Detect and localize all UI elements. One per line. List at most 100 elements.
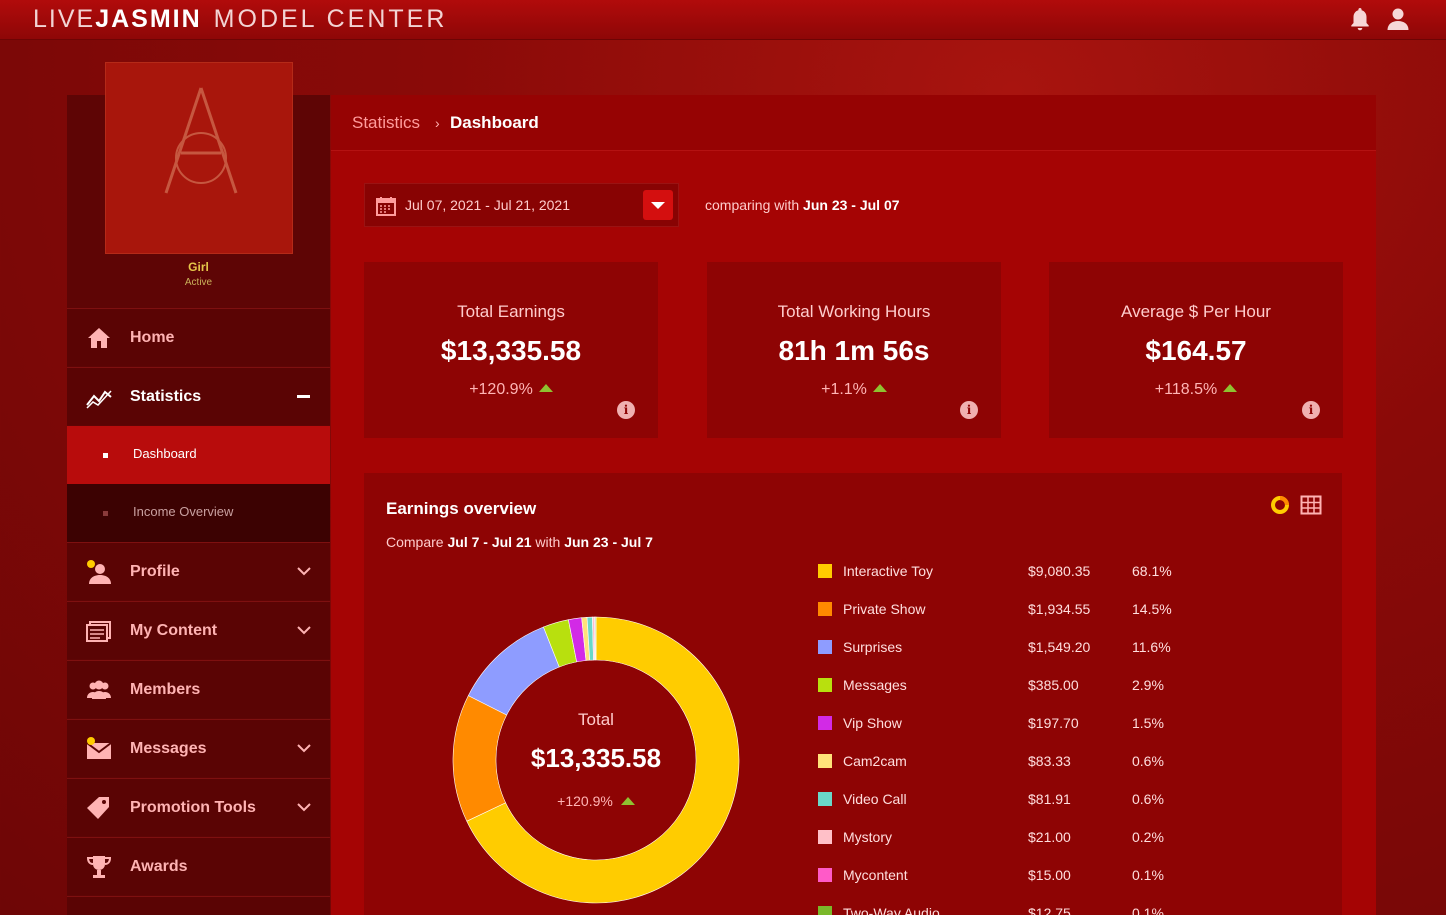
legend-label: Mystory [843,829,892,845]
stat-card-total-earnings: Total Earnings $13,335.58 +120.9% i [364,262,658,438]
content-icon [86,621,111,642]
stat-change-value: +118.5% [1154,381,1218,398]
legend-swatch [818,830,832,844]
top-bar: LIVEJASMIN MODEL CENTER [0,0,1446,40]
chevron-down-icon[interactable] [296,622,312,638]
donut-slice-interactive-toy[interactable] [466,616,740,904]
chevron-down-icon[interactable] [296,563,312,579]
chevron-down-icon[interactable] [296,740,312,756]
sidebar-item-label: Messages [130,740,207,757]
donut-hole [496,660,696,860]
legend-row[interactable]: Messages $385.00 2.9% [818,675,1198,695]
legend-label: Messages [843,677,907,693]
model-status: Active [184,277,213,288]
collapse-icon[interactable] [297,395,310,398]
sidebar-item-label: Statistics [130,388,202,405]
sidebar-item-messages[interactable]: Messages [67,719,330,777]
legend-row[interactable]: Mystory $21.00 0.2% [818,827,1198,847]
table-view-icon[interactable] [1300,495,1322,515]
chart-line-icon [86,390,112,409]
with-word: with [535,534,561,550]
stat-change-value: +120.9% [469,381,533,398]
legend-label: Mycontent [843,867,908,883]
sidebar-item-label: Promotion Tools [130,799,256,816]
info-icon[interactable]: i [1302,401,1320,419]
legend-swatch [818,792,832,806]
members-icon [87,680,111,699]
info-icon[interactable]: i [617,401,635,419]
legend-amount: $21.00 [1028,829,1071,845]
stat-value: 81h 1m 56s [778,335,930,366]
sidebar-item-profile[interactable]: Profile [67,542,330,600]
up-arrow-icon [620,797,635,805]
avatar[interactable] [105,62,293,254]
sidebar-item-members[interactable]: Members [67,660,330,718]
stat-value: $13,335.58 [440,335,582,366]
earnings-compare-label: Compare Jul 7 - Jul 21 with Jun 23 - Jul… [386,534,653,550]
legend-label: Private Show [843,601,926,617]
stat-value: $164.57 [1145,335,1247,366]
stat-change-value: +1.1% [821,381,867,398]
legend-row[interactable]: Surprises $1,549.20 11.6% [818,637,1198,657]
donut-center-change: +120.9% [497,793,695,809]
stat-change: +120.9% [364,381,658,399]
donut-center-value: $13,335.58 [530,743,662,773]
user-icon[interactable] [1386,6,1410,32]
legend-label: Two-Way Audio [843,905,940,915]
legend-row[interactable]: Two-Way Audio $12.75 0.1% [818,903,1198,915]
legend-swatch [818,678,832,692]
comparison-label: comparing with Jun 23 - Jul 07 [705,197,900,213]
legend-percent: 2.9% [1132,677,1164,693]
legend-amount: $81.91 [1028,791,1071,807]
sidebar-item-awards[interactable]: Awards [67,837,330,895]
donut-slice-two-way-audio[interactable] [594,616,597,661]
legend-percent: 11.6% [1132,639,1171,655]
sidebar-item-label: Awards [130,858,188,875]
breadcrumb-statistics[interactable]: Statistics [352,113,421,132]
home-icon [88,328,110,348]
legend-swatch [818,602,832,616]
legend-amount: $83.33 [1028,753,1071,769]
donut-chart [452,616,740,904]
sidebar-item-my-content[interactable]: My Content [67,601,330,659]
pie-chart-icon[interactable] [1270,495,1290,515]
legend-row[interactable]: Interactive Toy $9,080.35 68.1% [818,561,1198,581]
legend-row[interactable]: Cam2cam $83.33 0.6% [818,751,1198,771]
legend-row[interactable]: Private Show $1,934.55 14.5% [818,599,1198,619]
chevron-down-icon[interactable] [296,799,312,815]
bell-icon[interactable] [1348,6,1372,32]
up-arrow-icon [538,384,553,392]
stat-card-working-hours: Total Working Hours 81h 1m 56s +1.1% i [707,262,1001,438]
info-icon[interactable]: i [960,401,978,419]
compare-prefix: comparing with [705,197,800,213]
legend-label: Surprises [843,639,903,655]
sidebar-item-home[interactable]: Home [67,308,330,366]
legend-amount: $1,934.55 [1028,601,1091,617]
legend-row[interactable]: Video Call $81.91 0.6% [818,789,1198,809]
date-dropdown-button[interactable] [643,190,673,220]
sidebar-subitem-income-overview[interactable]: Income Overview [67,484,330,542]
legend-swatch [818,716,832,730]
sidebar-subitem-label: Income Overview [133,504,234,519]
legend-label: Cam2cam [843,753,907,769]
watermark-icon [164,87,238,194]
brand-jasmin: JASMIN [95,5,202,33]
bullet-icon [103,453,108,458]
legend-amount: $385.00 [1028,677,1079,693]
range-current: Jul 7 - Jul 21 [447,534,532,550]
date-range-value: Jul 07, 2021 - Jul 21, 2021 [405,197,571,213]
legend-row[interactable]: Vip Show $197.70 1.5% [818,713,1198,733]
messages-icon [86,737,112,759]
legend-percent: 14.5% [1132,601,1172,617]
legend-percent: 0.2% [1132,829,1164,845]
date-range-picker[interactable]: Jul 07, 2021 - Jul 21, 2021 [364,183,679,227]
sidebar-subitem-dashboard[interactable]: Dashboard [67,426,330,484]
legend-swatch [818,564,832,578]
legend-row[interactable]: Mycontent $15.00 0.1% [818,865,1198,885]
breadcrumb [331,95,1376,151]
compare-range: Jun 23 - Jul 07 [803,197,900,213]
legend-amount: $15.00 [1028,867,1071,883]
brand-logo[interactable]: LIVEJASMIN MODEL CENTER [33,5,447,34]
sidebar-item-statistics[interactable]: Statistics [67,367,330,425]
sidebar-item-promotion-tools[interactable]: Promotion Tools [67,778,330,836]
